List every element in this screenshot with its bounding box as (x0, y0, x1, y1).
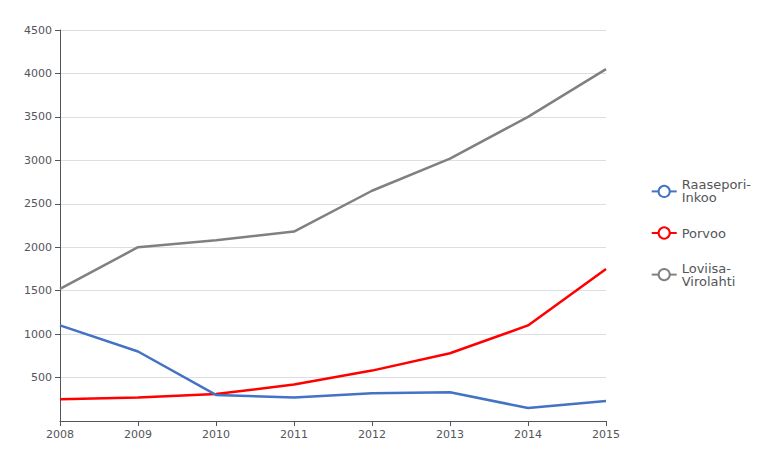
svg-text:Porvoo: Porvoo (682, 226, 726, 241)
svg-text:2008: 2008 (46, 428, 74, 441)
svg-text:Raasepori-: Raasepori- (681, 177, 751, 193)
svg-text:2000: 2000 (24, 241, 52, 254)
svg-text:2011: 2011 (280, 428, 308, 441)
svg-text:2500: 2500 (24, 197, 52, 210)
svg-text:2015: 2015 (592, 428, 620, 441)
svg-text:2014: 2014 (514, 428, 542, 441)
svg-text:2009: 2009 (124, 428, 152, 441)
svg-text:Inkoo: Inkoo (682, 190, 717, 205)
svg-text:1000: 1000 (24, 328, 52, 341)
svg-text:1500: 1500 (24, 284, 52, 297)
svg-text:2013: 2013 (436, 428, 464, 441)
svg-text:Loviisa-: Loviisa- (681, 260, 731, 276)
svg-text:Virolahti: Virolahti (682, 274, 736, 289)
svg-text:3500: 3500 (24, 110, 52, 123)
svg-text:500: 500 (31, 371, 52, 384)
svg-text:4000: 4000 (24, 67, 52, 80)
svg-text:2010: 2010 (202, 428, 230, 441)
svg-text:2012: 2012 (358, 428, 386, 441)
svg-text:4500: 4500 (24, 24, 52, 37)
svg-text:3000: 3000 (24, 154, 52, 167)
